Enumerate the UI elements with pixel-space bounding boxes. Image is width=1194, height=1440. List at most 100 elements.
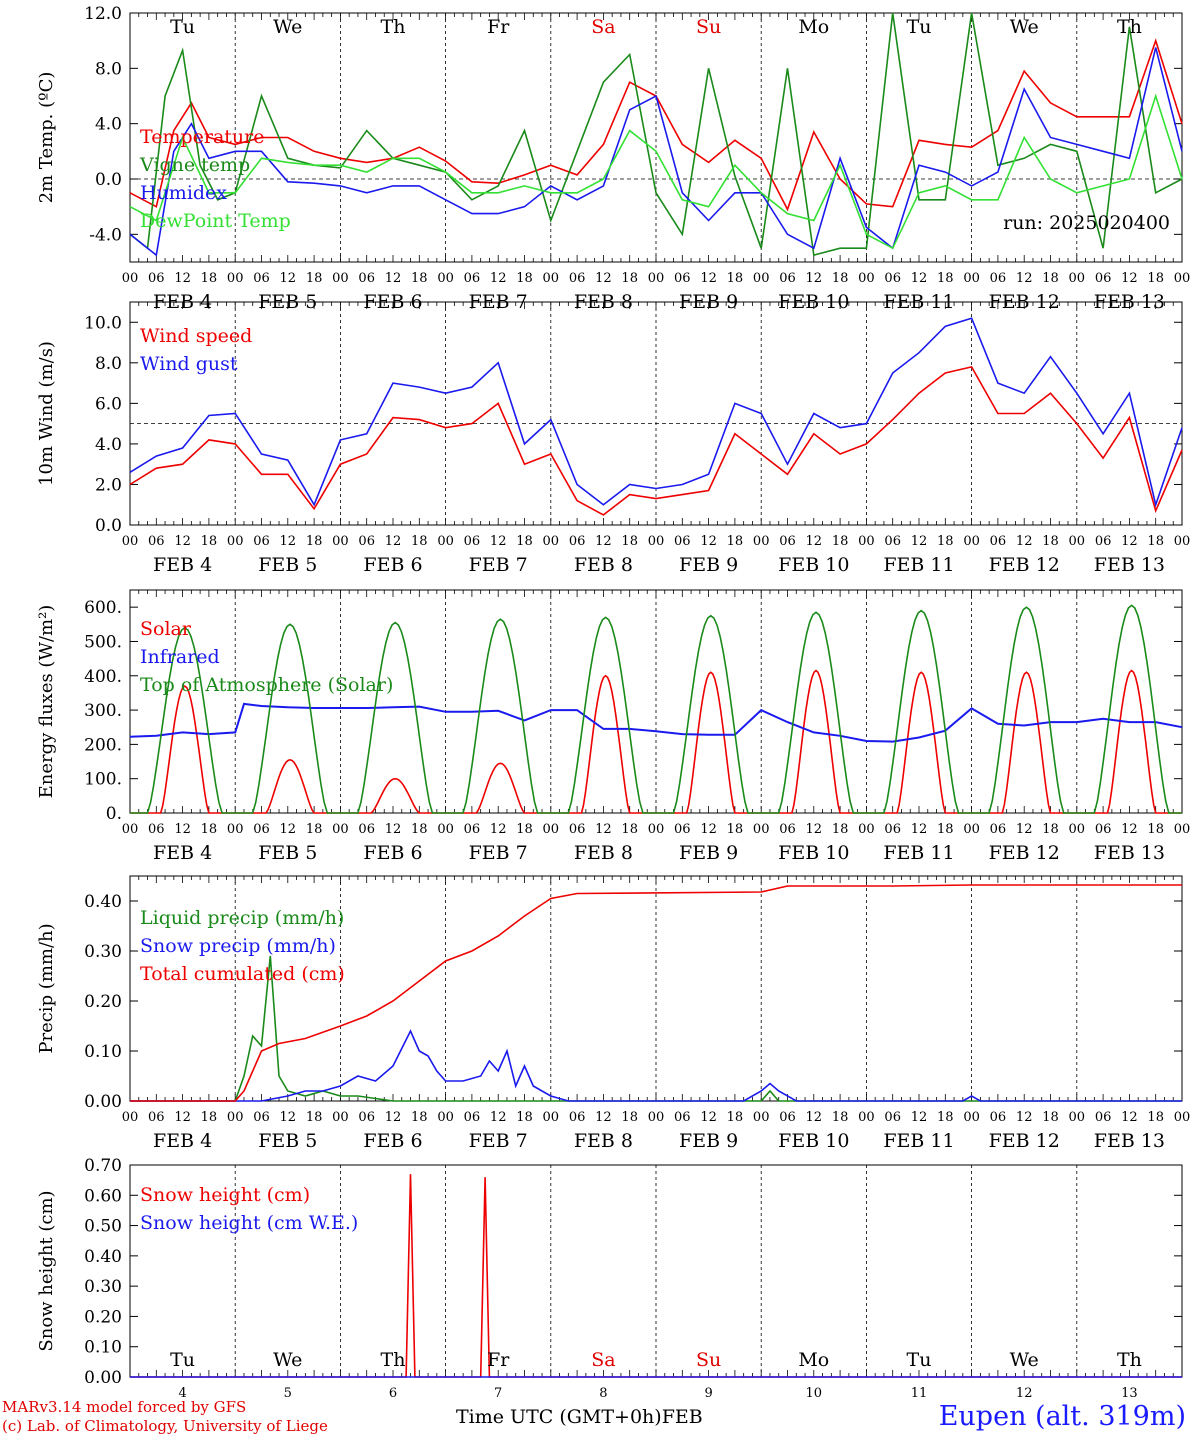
hour-tick-label: 06 [569,1110,586,1125]
hour-tick-label: 06 [464,271,481,286]
hour-tick-label: 18 [727,271,744,286]
hour-tick-label: 06 [569,271,586,286]
y-tick-label: 0.0 [95,170,122,190]
series-line-snow-precip-mm-h- [130,1029,1182,1102]
hour-tick-label: 12 [385,822,402,837]
hour-tick-label: 18 [621,534,638,549]
hour-tick-label: 18 [937,822,954,837]
hour-tick-label: 00 [332,1110,349,1125]
y-axis-label: 10m Wind (m/s) [36,341,57,486]
hour-tick-label: 18 [1147,822,1164,837]
hour-tick-label: 18 [1042,1110,1059,1125]
weekday-label: We [1010,1349,1039,1371]
day-label: FEB 11 [883,1130,954,1152]
hour-tick-label: 00 [437,822,454,837]
y-tick-label: 0.20 [84,1307,122,1327]
day-number-label: 8 [599,1386,607,1401]
legend-entry: Liquid precip (mm/h) [140,907,344,929]
legend-entry: Humidex [140,182,227,204]
y-tick-label: 8.0 [95,354,122,374]
hour-tick-label: 12 [174,822,191,837]
hour-tick-label: 06 [674,822,691,837]
hour-tick-label: 06 [779,534,796,549]
hour-tick-label: 00 [1174,1110,1191,1125]
weekday-label: Th [1117,16,1142,38]
hour-tick-label: 18 [937,271,954,286]
y-tick-label: 4.0 [95,435,122,455]
hour-tick-label: 00 [1174,271,1191,286]
model-credits: MARv3.14 model forced by GFS (c) Lab. of… [2,1398,328,1436]
hour-tick-label: 06 [884,271,901,286]
hour-tick-label: 18 [832,822,849,837]
legend-entry: Wind gust [140,353,238,375]
hour-tick-label: 12 [385,534,402,549]
legend-entry: Snow height (cm W.E.) [140,1212,358,1234]
hour-tick-label: 18 [727,1110,744,1125]
hour-tick-label: 06 [884,534,901,549]
y-tick-label: 0.40 [84,1247,122,1267]
hour-tick-label: 12 [700,1110,717,1125]
hour-tick-label: 00 [963,822,980,837]
hour-tick-label: 06 [1095,822,1112,837]
panel-energy: 600. 500. 400. 300. 200. 100. 0. Energy fluxes … [36,589,1191,864]
weekday-label: Fr [487,16,510,38]
hour-tick-label: 06 [253,271,270,286]
hour-tick-label: 00 [963,271,980,286]
hour-tick-label: 06 [464,1110,481,1125]
hour-tick-label: 18 [621,822,638,837]
day-label: FEB 6 [363,842,422,864]
hour-tick-label: 00 [227,822,244,837]
hour-tick-label: 06 [253,822,270,837]
y-tick-label: 0. [106,804,122,824]
hour-tick-label: 18 [832,1110,849,1125]
hour-tick-label: 00 [122,822,139,837]
day-label: FEB 13 [1094,554,1165,576]
panel-snow: 0.70 0.60 0.50 0.40 0.30 0.20 0.10 0.00 Snow hei… [36,1156,1183,1401]
hour-tick-label: 00 [1174,822,1191,837]
y-tick-label: 0.20 [84,992,122,1012]
hour-tick-label: 12 [806,534,823,549]
hour-tick-label: 06 [148,534,165,549]
day-label: FEB 4 [153,842,212,864]
weekday-label: Tu [907,1349,932,1371]
hour-tick-label: 18 [727,534,744,549]
hour-tick-label: 00 [1069,1110,1086,1125]
hour-tick-label: 18 [201,1110,218,1125]
hour-tick-label: 00 [648,271,665,286]
y-tick-label: 100. [84,770,122,790]
day-label: FEB 7 [469,1130,528,1152]
hour-tick-label: 12 [280,1110,297,1125]
day-label: FEB 9 [679,1130,738,1152]
hour-tick-label: 12 [174,271,191,286]
run-label: run: 2025020400 [1003,212,1170,234]
hour-tick-label: 18 [1147,534,1164,549]
weekday-label: We [273,1349,302,1371]
y-axis-label: Energy fluxes (W/m²) [36,605,57,799]
day-label: FEB 8 [574,1130,633,1152]
hour-tick-label: 00 [963,534,980,549]
hour-tick-label: 12 [595,1110,612,1125]
hour-tick-label: 06 [674,534,691,549]
hour-tick-label: 06 [884,1110,901,1125]
hour-tick-label: 06 [674,271,691,286]
series-line-vigne-temp [129,12,1183,257]
series-line-total-cumulated-cm- [130,884,1182,1102]
day-number-label: 6 [389,1386,397,1401]
weekday-label: Su [696,1349,721,1371]
weekday-label: We [1010,16,1039,38]
day-label: FEB 8 [574,554,633,576]
panel-precip: 0.40 0.30 0.20 0.10 0.00 Precip (mm/h) Liquid … [36,875,1191,1152]
weekday-label: Tu [170,16,195,38]
hour-tick-label: 18 [306,534,323,549]
panel-wind: 10.0 8.0 6.0 4.0 2.0 0.0 10m Wind (m/s) Wind sp… [36,301,1190,576]
month-label: FEB [661,1406,703,1428]
station-label: Eupen (alt. 319m) [938,1401,1186,1432]
plot-frame [129,589,1183,814]
legend-entry: Total cumulated (cm) [140,963,345,985]
hour-tick-label: 06 [358,271,375,286]
series-line-wind-speed [129,365,1183,516]
y-tick-label: 6.0 [95,394,122,414]
hour-tick-label: 18 [411,822,428,837]
hour-tick-label: 00 [858,822,875,837]
